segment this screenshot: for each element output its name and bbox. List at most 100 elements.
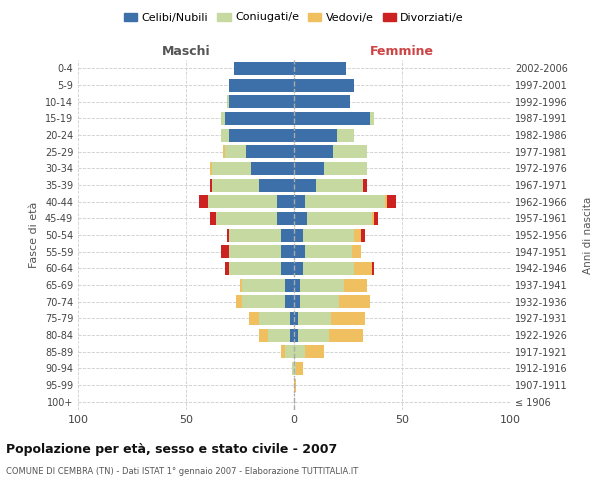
Bar [294,195,305,208]
Bar [294,295,301,308]
Bar [277,212,294,225]
Bar [294,312,298,325]
Bar [216,212,277,225]
Bar [259,312,290,325]
Bar [294,278,301,291]
Bar [286,295,294,308]
Bar [294,345,305,358]
Bar [294,62,346,75]
Bar [225,145,247,158]
Bar [372,262,374,275]
Bar [292,362,294,375]
Text: COMUNE DI CEMBRA (TN) - Dati ISTAT 1° gennaio 2007 - Elaborazione TUTTITALIA.IT: COMUNE DI CEMBRA (TN) - Dati ISTAT 1° ge… [6,468,358,476]
Bar [324,162,367,175]
Bar [247,145,294,158]
Text: Femmine: Femmine [370,46,434,59]
Bar [212,162,251,175]
Bar [229,228,281,241]
Bar [259,178,294,192]
Bar [229,95,294,108]
Bar [281,245,294,258]
Bar [286,345,294,358]
Bar [294,78,355,92]
Bar [344,278,367,291]
Bar [385,195,387,208]
Bar [286,278,294,291]
Bar [294,378,296,392]
Bar [223,145,225,158]
Bar [227,95,229,108]
Bar [298,328,329,342]
Bar [305,345,324,358]
Bar [296,362,302,375]
Bar [294,112,370,125]
Bar [281,228,294,241]
Bar [229,262,281,275]
Bar [221,112,225,125]
Bar [210,212,216,225]
Bar [370,112,374,125]
Bar [221,245,229,258]
Bar [240,278,242,291]
Legend: Celibi/Nubili, Coniugati/e, Vedovi/e, Divorziati/e: Celibi/Nubili, Coniugati/e, Vedovi/e, Di… [119,8,469,27]
Y-axis label: Fasce di età: Fasce di età [29,202,39,268]
Bar [352,245,361,258]
Bar [333,145,367,158]
Bar [225,262,229,275]
Bar [294,128,337,141]
Bar [374,212,378,225]
Bar [290,312,294,325]
Bar [281,345,286,358]
Bar [294,212,307,225]
Bar [337,128,355,141]
Bar [294,262,302,275]
Bar [227,228,229,241]
Bar [277,195,294,208]
Bar [301,278,344,291]
Bar [355,262,372,275]
Bar [242,278,286,291]
Bar [225,112,294,125]
Bar [307,212,372,225]
Bar [361,228,365,241]
Bar [363,178,367,192]
Bar [248,312,259,325]
Bar [294,95,350,108]
Bar [229,78,294,92]
Bar [221,128,229,141]
Bar [294,328,298,342]
Text: Popolazione per età, sesso e stato civile - 2007: Popolazione per età, sesso e stato civil… [6,442,337,456]
Bar [302,262,355,275]
Bar [210,162,212,175]
Bar [305,245,352,258]
Bar [294,162,324,175]
Bar [294,362,296,375]
Bar [340,295,370,308]
Bar [242,295,286,308]
Bar [298,312,331,325]
Bar [229,245,281,258]
Bar [302,228,355,241]
Bar [208,195,277,208]
Bar [316,178,363,192]
Bar [229,128,294,141]
Bar [259,328,268,342]
Bar [210,178,212,192]
Bar [294,245,305,258]
Bar [268,328,290,342]
Bar [281,262,294,275]
Bar [251,162,294,175]
Bar [372,212,374,225]
Bar [294,178,316,192]
Bar [387,195,395,208]
Bar [305,195,385,208]
Bar [294,145,333,158]
Bar [329,328,363,342]
Bar [290,328,294,342]
Bar [199,195,208,208]
Bar [212,178,259,192]
Bar [294,228,302,241]
Text: Anni di nascita: Anni di nascita [583,196,593,274]
Bar [331,312,365,325]
Bar [301,295,340,308]
